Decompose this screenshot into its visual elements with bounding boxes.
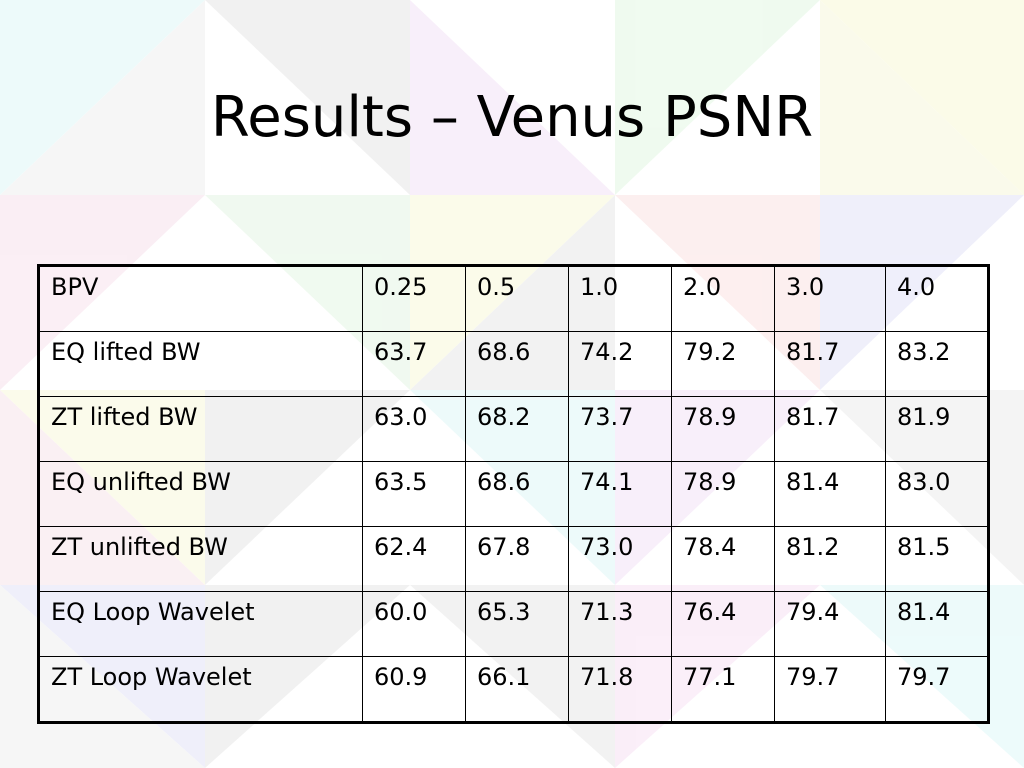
table-header-row: BPV 0.25 0.5 1.0 2.0 3.0 4.0 (38, 265, 989, 332)
table-row: EQ lifted BW 63.7 68.6 74.2 79.2 81.7 83… (38, 331, 989, 397)
table-cell: 60.0 (362, 591, 466, 657)
table-cell: 77.1 (671, 656, 775, 723)
row-label: ZT Loop Wavelet (38, 656, 363, 723)
table-cell: 63.7 (362, 331, 466, 397)
table-cell: 68.6 (465, 461, 569, 527)
table-row: ZT unlifted BW 62.4 67.8 73.0 78.4 81.2 … (38, 526, 989, 592)
header-cell-bpv: BPV (38, 265, 363, 332)
table-cell: 81.7 (774, 396, 886, 462)
table-cell: 81.5 (885, 526, 989, 592)
table-cell: 78.9 (671, 461, 775, 527)
table-row: ZT lifted BW 63.0 68.2 73.7 78.9 81.7 81… (38, 396, 989, 462)
table-cell: 78.4 (671, 526, 775, 592)
table-cell: 67.8 (465, 526, 569, 592)
table-cell: 83.2 (885, 331, 989, 397)
table-cell: 74.1 (568, 461, 672, 527)
table-cell: 63.5 (362, 461, 466, 527)
table-row: EQ unlifted BW 63.5 68.6 74.1 78.9 81.4 … (38, 461, 989, 527)
table-cell: 81.9 (885, 396, 989, 462)
table-cell: 60.9 (362, 656, 466, 723)
table-cell: 65.3 (465, 591, 569, 657)
table-cell: 83.0 (885, 461, 989, 527)
table-cell: 73.7 (568, 396, 672, 462)
row-label: EQ unlifted BW (38, 461, 363, 527)
table-cell: 79.2 (671, 331, 775, 397)
table-cell: 79.4 (774, 591, 886, 657)
row-label: EQ Loop Wavelet (38, 591, 363, 657)
table-cell: 62.4 (362, 526, 466, 592)
header-cell: 1.0 (568, 265, 672, 332)
table-cell: 73.0 (568, 526, 672, 592)
header-cell: 4.0 (885, 265, 989, 332)
table-cell: 79.7 (885, 656, 989, 723)
table-cell: 81.7 (774, 331, 886, 397)
table-cell: 81.4 (774, 461, 886, 527)
row-label: ZT unlifted BW (38, 526, 363, 592)
header-cell: 0.5 (465, 265, 569, 332)
table-cell: 74.2 (568, 331, 672, 397)
header-cell: 0.25 (362, 265, 466, 332)
table-cell: 81.2 (774, 526, 886, 592)
table-row: ZT Loop Wavelet 60.9 66.1 71.8 77.1 79.7… (38, 656, 989, 723)
table-cell: 71.3 (568, 591, 672, 657)
table-cell: 68.2 (465, 396, 569, 462)
table-cell: 63.0 (362, 396, 466, 462)
table-cell: 76.4 (671, 591, 775, 657)
table-cell: 78.9 (671, 396, 775, 462)
table-cell: 81.4 (885, 591, 989, 657)
header-cell: 3.0 (774, 265, 886, 332)
header-cell: 2.0 (671, 265, 775, 332)
results-table: BPV 0.25 0.5 1.0 2.0 3.0 4.0 EQ lifted B… (37, 264, 990, 724)
row-label: EQ lifted BW (38, 331, 363, 397)
table-cell: 79.7 (774, 656, 886, 723)
row-label: ZT lifted BW (38, 396, 363, 462)
table-cell: 66.1 (465, 656, 569, 723)
slide-title: Results – Venus PSNR (210, 85, 814, 150)
table-row: EQ Loop Wavelet 60.0 65.3 71.3 76.4 79.4… (38, 591, 989, 657)
table-cell: 68.6 (465, 331, 569, 397)
table-cell: 71.8 (568, 656, 672, 723)
